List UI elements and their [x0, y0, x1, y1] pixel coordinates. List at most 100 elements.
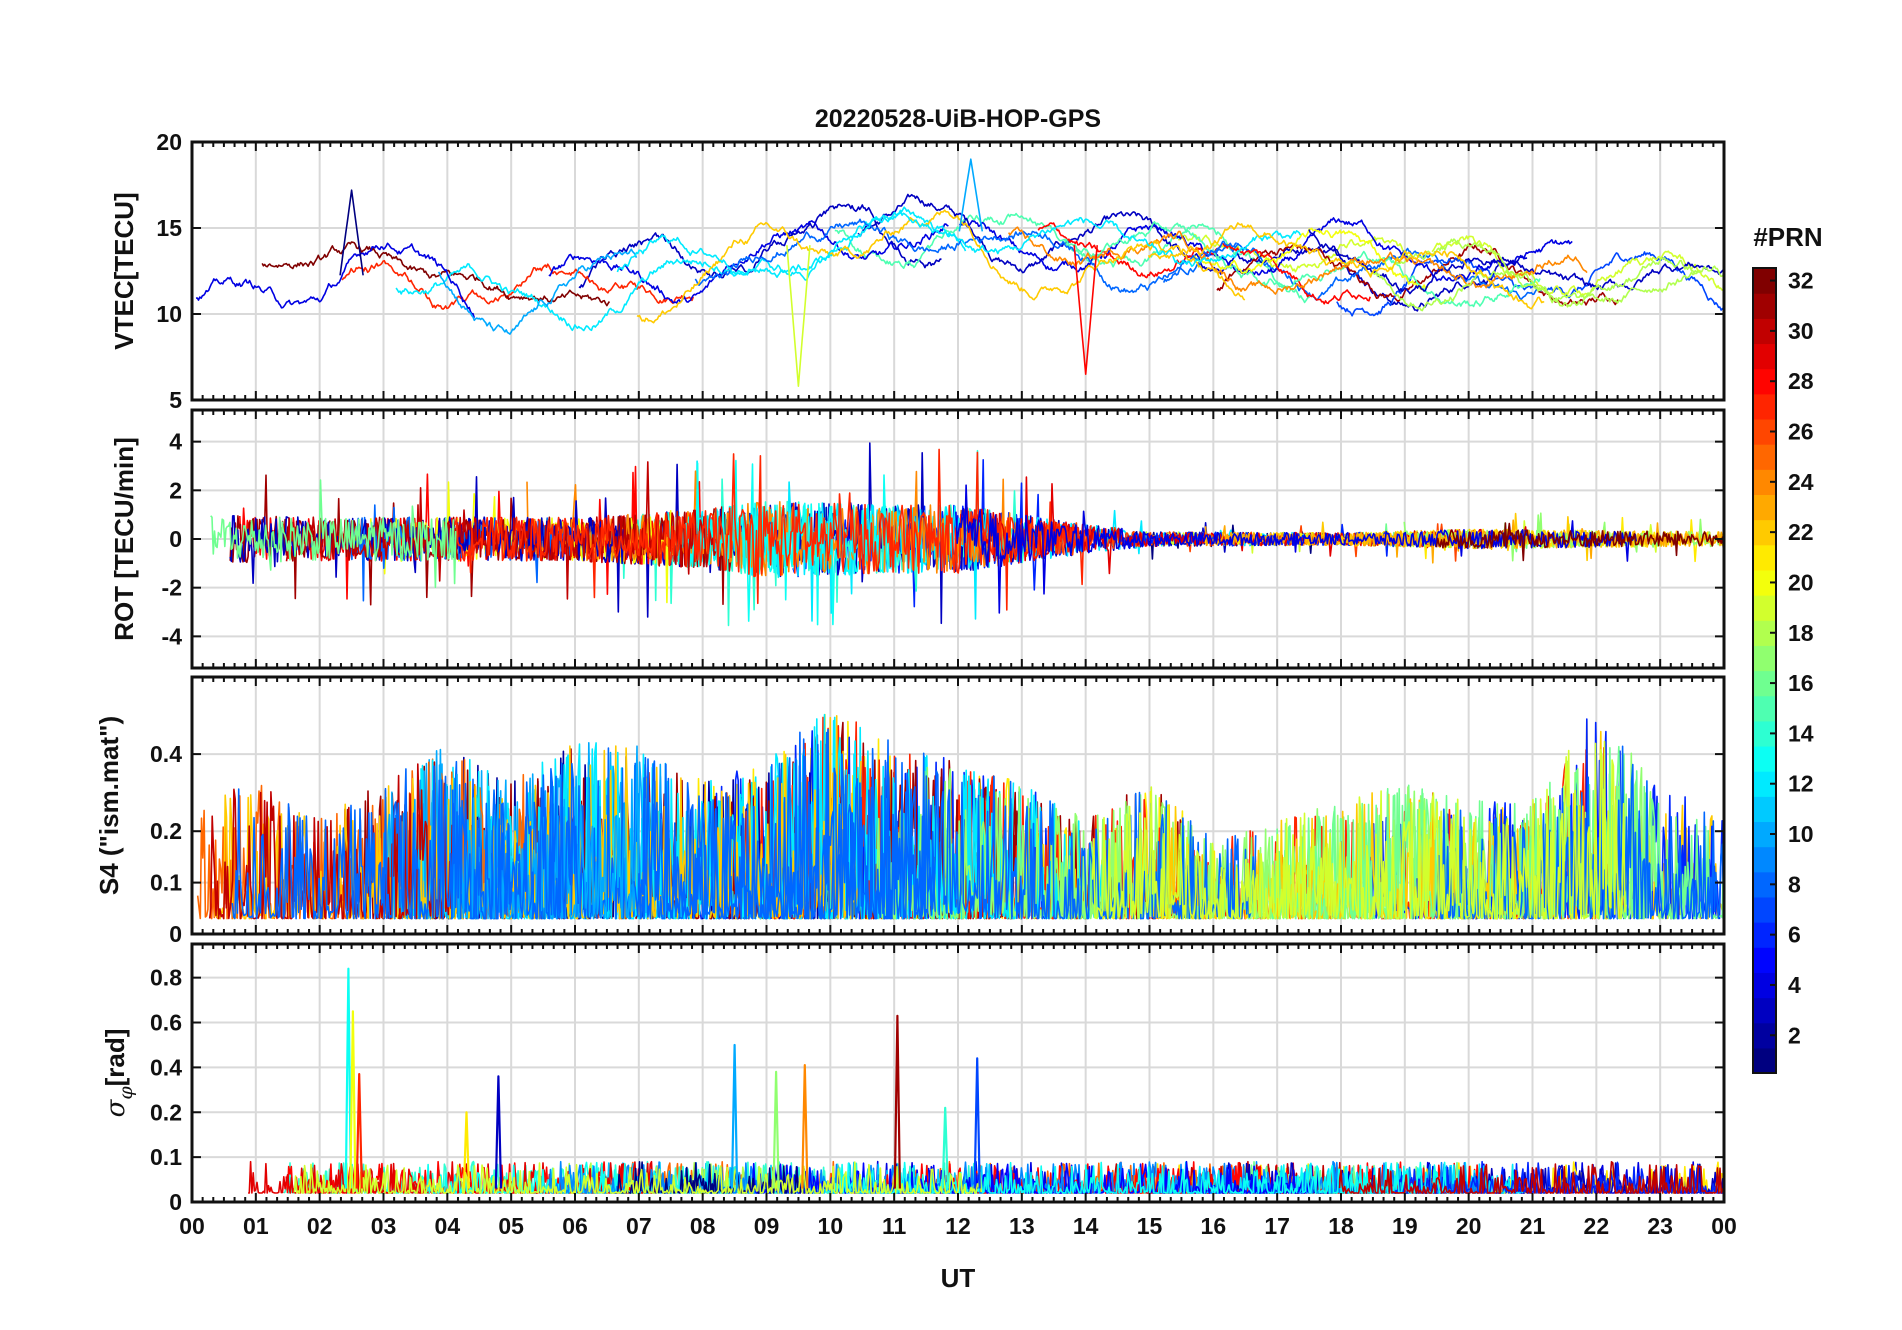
y-tick-label: 2	[169, 477, 182, 503]
colorbar-cell	[1753, 871, 1776, 898]
spike-trace	[494, 1075, 503, 1189]
y-tick-label: 0.4	[150, 1054, 182, 1080]
colorbar-cell	[1753, 796, 1776, 823]
spike-trace	[772, 1070, 780, 1189]
colorbar-tick-label: 14	[1788, 720, 1814, 746]
x-tick-label: 08	[690, 1213, 716, 1239]
x-tick-label: 09	[754, 1213, 780, 1239]
colorbar-tick-label: 4	[1788, 972, 1801, 998]
prn-trace	[1147, 222, 1545, 310]
spike-trace	[344, 967, 352, 1189]
prn-trace	[382, 745, 647, 920]
x-tick-label: 04	[435, 1213, 461, 1239]
spike-trace	[941, 1106, 949, 1189]
colorbar-cell	[1753, 544, 1776, 571]
colorbar-cell	[1753, 393, 1776, 420]
colorbar-tick-label: 16	[1788, 670, 1814, 696]
colorbar-tick-label: 6	[1788, 922, 1801, 948]
colorbar-tick-label: 30	[1788, 318, 1814, 344]
colorbar-cell	[1753, 268, 1776, 294]
x-tick-label: 05	[498, 1213, 524, 1239]
y-tick-label: 10	[156, 301, 182, 327]
x-tick-label: 07	[626, 1213, 652, 1239]
spike-trace	[349, 1010, 357, 1189]
x-tick-label: 18	[1328, 1213, 1354, 1239]
y-axis-title: S4 ("ism.mat")	[94, 716, 124, 895]
colorbar-cell	[1753, 947, 1776, 973]
colorbar-cell	[1753, 695, 1776, 722]
prn-trace	[1037, 222, 1371, 305]
prn-trace	[1336, 251, 1724, 317]
colorbar-cell	[1753, 1022, 1776, 1049]
x-tick-label: 12	[945, 1213, 971, 1239]
y-tick-label: 4	[169, 429, 182, 455]
colorbar-cell	[1753, 418, 1776, 445]
y-tick-label: 20	[156, 129, 182, 155]
y-axis-title: σφ[rad]	[100, 1029, 137, 1118]
colorbar-cell	[1753, 1047, 1776, 1074]
panel-frame	[190, 942, 1726, 1204]
x-tick-label: 00	[1711, 1213, 1737, 1239]
x-tick-label: 17	[1264, 1213, 1290, 1239]
x-tick-label: 14	[1073, 1213, 1099, 1239]
y-tick-label: 0.2	[150, 818, 182, 844]
colorbar-tick-label: 18	[1788, 620, 1814, 646]
colorbar-tick-label: 20	[1788, 569, 1814, 595]
y-tick-label: 0.2	[150, 1099, 182, 1125]
colorbar-tick-label: 32	[1788, 268, 1814, 294]
x-axis-title: UT	[941, 1263, 976, 1293]
prn-trace	[231, 762, 580, 920]
prn-trace	[616, 211, 1302, 281]
colorbar-cell	[1753, 720, 1776, 747]
spike-trace	[801, 1063, 809, 1189]
colorbar-cell	[1753, 569, 1776, 596]
prn-trace	[1115, 523, 1397, 557]
chart-title: 20220528-UiB-HOP-GPS	[815, 105, 1101, 133]
x-tick-label: 01	[243, 1213, 269, 1239]
y-tick-label: 0.8	[150, 965, 182, 991]
panel-vtec: 5 10 15 20 VTEC[TECU]	[109, 129, 1726, 413]
traces	[196, 713, 1724, 920]
colorbar-tick-label: 12	[1788, 771, 1814, 797]
traces	[248, 967, 1724, 1194]
peak-trace	[786, 245, 811, 388]
prn-trace	[875, 766, 1278, 920]
y-tick-label: 5	[169, 387, 182, 413]
colorbar-cell	[1753, 494, 1776, 521]
peak-trace	[339, 189, 364, 276]
y-tick-label: 0.1	[150, 870, 182, 896]
y-tick-label: 0.6	[150, 1010, 182, 1036]
colorbar-cell	[1753, 293, 1776, 319]
colorbar-cell	[1753, 846, 1776, 873]
y-tick-label: 0	[169, 1189, 182, 1215]
prn-trace	[1063, 221, 1541, 308]
prn-trace	[955, 484, 1638, 614]
colorbar-cell	[1753, 595, 1776, 621]
prn-trace	[958, 217, 1573, 282]
x-tick-label: 11	[882, 1213, 907, 1239]
colorbar-cell	[1753, 368, 1776, 395]
grid	[192, 142, 1724, 400]
colorbar-title: #PRN	[1753, 222, 1822, 252]
panel-sigma_phi: 0 0.1 0.2 0.4 0.6 0.8 σφ[rad] 00 01 02 03 04 05 06 07 0…	[100, 942, 1737, 1239]
peak-trace	[958, 158, 984, 232]
prn-trace	[633, 731, 1257, 920]
traces	[210, 442, 1724, 627]
spike-trace	[973, 1057, 981, 1189]
grid	[192, 944, 1724, 1202]
colorbar-cell	[1753, 771, 1776, 797]
colorbar-tick-label: 8	[1788, 871, 1801, 897]
y-tick-label: 0	[169, 921, 182, 947]
colorbar-cell	[1753, 972, 1776, 999]
colorbar-tick-label: 24	[1788, 469, 1814, 495]
colorbar-tick-label: 28	[1788, 368, 1814, 394]
prn-trace	[341, 259, 695, 311]
x-tick-label: 16	[1201, 1213, 1227, 1239]
x-tick-label: 15	[1137, 1213, 1163, 1239]
colorbar-cell	[1753, 821, 1776, 848]
colorbar-cell	[1753, 896, 1776, 923]
panel-frame	[190, 408, 1726, 670]
y-tick-label: 0.1	[150, 1144, 182, 1170]
